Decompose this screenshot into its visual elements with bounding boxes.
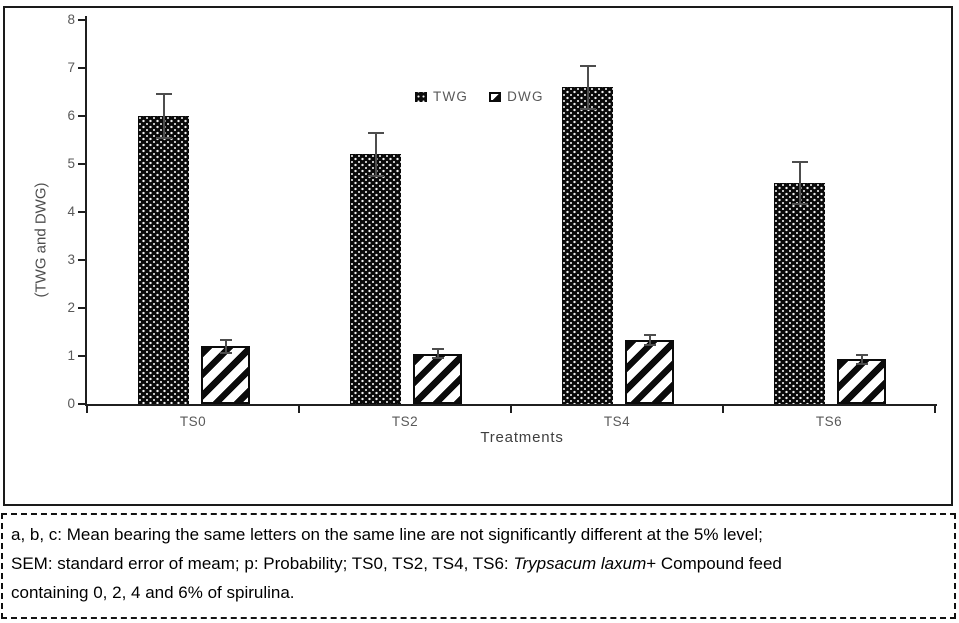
x-axis-tick: [510, 406, 512, 413]
footnote-line-3: containing 0, 2, 4 and 6% of spirulina.: [11, 583, 295, 602]
dwg-bar-ts2: [413, 353, 462, 404]
y-axis-tick: [78, 19, 86, 21]
y-axis-tick: [78, 307, 86, 309]
footnote-line-2: SEM: standard error of meam; p: Probabil…: [11, 549, 946, 578]
x-category-label-ts4: TS4: [603, 414, 631, 429]
y-axis-tick: [78, 115, 86, 117]
y-tick-label: 0: [67, 396, 75, 411]
y-axis-line: [85, 16, 87, 406]
error-bar-cap-bottom-ts4: [579, 107, 596, 110]
error-bar-cap-top-ts6: [855, 353, 868, 356]
twg-dotted-square-icon: [415, 91, 427, 102]
y-tick-label: 7: [67, 60, 75, 75]
twg-bar-ts6: [774, 183, 825, 404]
error-bar-line-ts0: [224, 340, 227, 353]
error-bar-cap-bottom-ts2: [431, 357, 444, 360]
y-tick-label: 1: [67, 348, 75, 363]
footnote-species-italic: Trypsacum laxum: [513, 554, 647, 573]
x-category-label-ts6: TS6: [815, 414, 843, 429]
error-bar-cap-bottom-ts2: [367, 175, 384, 177]
twg-bar-ts0: [138, 116, 189, 404]
dwg-hatched-square-icon: [489, 91, 502, 102]
error-bar-line-ts2: [374, 132, 377, 176]
error-bar-cap-top-ts2: [367, 131, 384, 134]
error-bar-cap-top-ts0: [219, 339, 232, 342]
error-bar-cap-bottom-ts4: [643, 343, 656, 346]
error-bar-line-ts6: [860, 354, 863, 365]
error-bar-line-ts4: [586, 65, 589, 109]
y-axis-tick: [78, 403, 86, 405]
plot-area: (TWG and DWG) Treatments TWG DWG 0 1 2 3 4 5 6…: [5, 8, 951, 504]
x-axis-tick: [722, 406, 724, 413]
legend: TWG DWG: [415, 89, 544, 104]
error-bar-line-ts4: [648, 335, 651, 345]
error-bar-cap-top-ts4: [579, 64, 596, 67]
y-axis-tick: [78, 211, 86, 213]
error-bar-line-ts6: [798, 162, 801, 205]
error-bar-cap-top-ts0: [155, 93, 172, 96]
y-tick-label: 6: [67, 108, 75, 123]
y-axis-title: (TWG and DWG): [32, 182, 50, 298]
y-tick-label: 4: [67, 204, 75, 219]
y-tick-label: 2: [67, 300, 75, 315]
legend-item-dwg: DWG: [489, 89, 544, 104]
footnote-line-1: a, b, c: Mean bearing the same letters o…: [11, 525, 763, 544]
footnote-line-2-post: + Compound feed: [646, 554, 782, 573]
twg-bar-ts2: [350, 154, 401, 404]
footnote-box: a, b, c: Mean bearing the same letters o…: [1, 513, 956, 619]
y-axis-tick: [78, 67, 86, 69]
y-tick-label: 5: [67, 156, 75, 171]
y-axis-tick: [78, 163, 86, 165]
x-axis-tick: [298, 406, 300, 413]
legend-item-twg: TWG: [415, 89, 468, 104]
error-bar-cap-top-ts2: [431, 347, 444, 350]
dwg-bar-ts0: [201, 346, 250, 404]
error-bar-line-ts2: [436, 348, 439, 359]
x-category-label-ts2: TS2: [391, 414, 419, 429]
y-tick-label: 3: [67, 252, 75, 267]
x-category-label-ts0: TS0: [179, 414, 207, 429]
error-bar-cap-bottom-ts6: [855, 363, 868, 366]
error-bar-cap-bottom-ts6: [791, 203, 808, 206]
error-bar-cap-top-ts6: [791, 161, 808, 164]
x-axis-tick: [86, 406, 88, 413]
legend-label-dwg: DWG: [507, 89, 544, 104]
error-bar-cap-bottom-ts0: [219, 351, 232, 354]
y-axis-tick: [78, 259, 86, 261]
error-bar-cap-bottom-ts0: [155, 136, 172, 139]
error-bar-line-ts0: [162, 94, 165, 138]
legend-label-twg: TWG: [433, 89, 469, 104]
twg-bar-ts4: [562, 87, 613, 404]
dwg-bar-ts4: [625, 340, 674, 404]
dwg-bar-ts6: [837, 359, 886, 404]
chart-figure: (TWG and DWG) Treatments TWG DWG 0 1 2 3 4 5 6…: [3, 6, 953, 506]
y-axis-tick: [78, 355, 86, 357]
footnote-line-2-pre: SEM: standard error of meam; p: Probabil…: [11, 554, 514, 573]
x-axis-tick: [934, 406, 936, 413]
error-bar-cap-top-ts4: [643, 334, 656, 337]
x-axis-line: [85, 404, 937, 406]
y-tick-label: 8: [67, 12, 75, 27]
x-axis-title: Treatments: [480, 429, 564, 446]
